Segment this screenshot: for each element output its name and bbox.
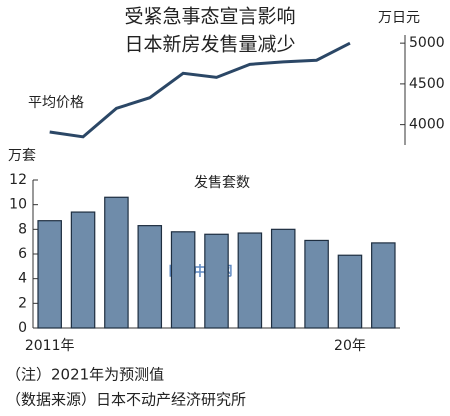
x-tick-label: 2011年 <box>25 338 75 354</box>
bar <box>37 220 62 329</box>
note: （数据来源）日本不动产经济研究所 <box>6 391 246 409</box>
bar <box>337 254 363 329</box>
y-tick-label: 2 <box>18 295 27 311</box>
y-tick-label: 8 <box>18 221 27 237</box>
y-tick-label: 4500 <box>409 76 445 92</box>
y-axis-label: 万套 <box>8 148 36 164</box>
bar <box>137 225 163 329</box>
bar <box>237 232 263 329</box>
x-tick-label: 20年 <box>334 338 366 354</box>
bar <box>304 239 329 329</box>
y-tick-label: 5000 <box>409 35 445 51</box>
bar <box>170 231 196 329</box>
title-line: 受紧急事态宣言影响 <box>124 6 295 28</box>
y-tick-label: 4000 <box>409 117 445 133</box>
bar <box>70 211 96 329</box>
y-tick-label: 10 <box>9 197 27 213</box>
series-label: 发售套数 <box>194 175 250 191</box>
note: （注）2021年为预测值 <box>6 366 164 384</box>
bar <box>104 196 129 329</box>
bar <box>204 233 229 329</box>
y-axis-label: 万日元 <box>378 10 420 26</box>
y-tick-label: 0 <box>18 320 27 336</box>
y-tick-label: 4 <box>18 271 27 287</box>
bar <box>371 242 396 329</box>
y-tick-label: 12 <box>9 172 27 188</box>
line <box>49 41 351 139</box>
y-tick-label: 6 <box>18 246 27 262</box>
bar <box>270 228 296 329</box>
title-line: 日本新房发售量减少 <box>124 34 295 56</box>
series-label: 平均价格 <box>28 95 84 111</box>
